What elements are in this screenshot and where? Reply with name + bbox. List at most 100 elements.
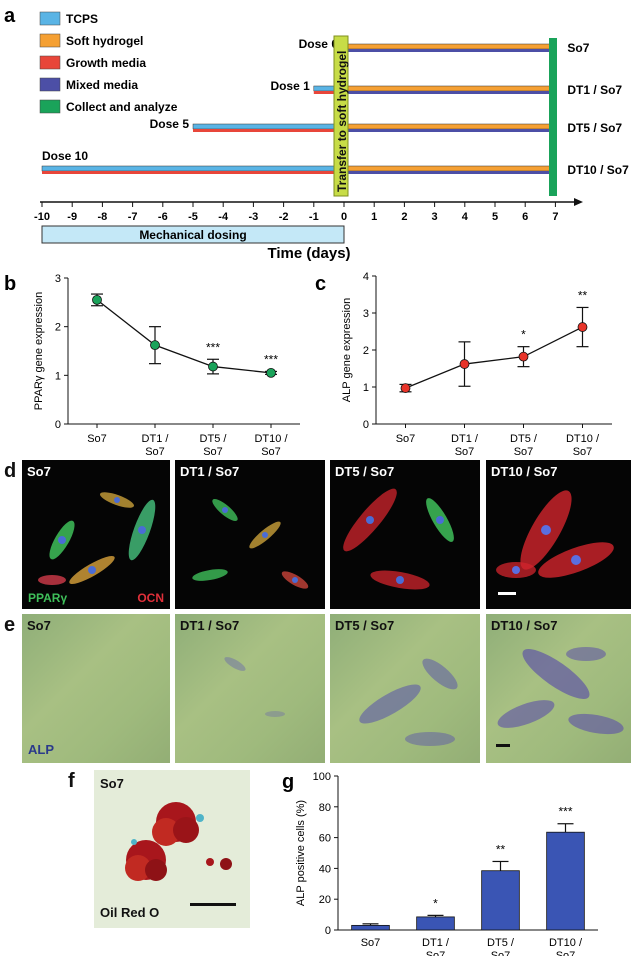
tick-label: 7 [552, 211, 558, 223]
y-tick-label: 60 [319, 833, 331, 845]
x-tick-label: So7 [426, 950, 446, 956]
image-label: DT10 / So7 [491, 618, 558, 633]
cell-stain-graphic [38, 492, 156, 585]
brightfield-image-so7: So7 ALP [22, 614, 170, 763]
tick-label: -10 [34, 211, 50, 223]
panel-letter-a: a [4, 5, 16, 27]
dose-label: Dose 10 [42, 149, 88, 163]
time-axis-ticks: -10 -9 -8 -7 -6 -5 -4 -3 -2 -1 0 1 2 3 4 5 6 7 [34, 202, 558, 223]
y-tick-label: 3 [55, 273, 61, 285]
growth-media-bar [313, 91, 344, 94]
legend-swatch [39, 55, 61, 70]
x-tick-label: So7 [491, 950, 511, 956]
tick-label: 6 [522, 211, 528, 223]
series-line [96, 299, 272, 374]
tick-label: -5 [188, 211, 198, 223]
x-tick-label: DT10 / [254, 433, 288, 445]
scale-bar [496, 744, 510, 747]
growth-media-bar [42, 171, 344, 174]
tcps-bar [192, 123, 345, 130]
soft-hydrogel-bar [343, 85, 556, 92]
brightfield-image-dt1: DT1 / So7 [175, 614, 325, 763]
tick-label: 4 [462, 211, 469, 223]
significance-marker: ** [578, 288, 588, 302]
collect-marker [549, 38, 557, 196]
x-tick-label: So7 [145, 446, 165, 456]
timeline-legend: TCPS Soft hydrogel Growth media Mixed media… [39, 11, 178, 114]
stain-label-pparg: PPARγ [28, 591, 68, 605]
tick-label: 0 [341, 211, 347, 223]
fluorescence-image-so7: So7 PPARγ OCN [22, 460, 170, 609]
y-axis-label: ALP gene expression [341, 298, 353, 402]
data-point [208, 361, 218, 372]
y-tick-label: 40 [319, 863, 331, 875]
y-axis-label: PPARγ gene expression [33, 292, 45, 410]
tick-label: -7 [128, 211, 138, 223]
data-point [400, 383, 411, 394]
scale-bar [190, 903, 236, 906]
significance-marker: *** [206, 340, 220, 354]
data-point [266, 368, 276, 378]
legend-label: Soft hydrogel [66, 34, 143, 48]
y-tick-label: 3 [363, 308, 369, 320]
image-label: So7 [27, 464, 51, 479]
y-tick-label: 1 [55, 370, 61, 382]
x-tick-label: DT10 / [549, 937, 583, 949]
tick-label: 5 [492, 211, 498, 223]
bar [546, 831, 585, 931]
data-point [459, 359, 470, 369]
bar [351, 924, 390, 931]
x-tick-label: So7 [261, 446, 281, 456]
stain-label-alp: ALP [28, 742, 54, 757]
mixed-media-bar [344, 91, 556, 94]
soft-hydrogel-bar [343, 123, 556, 130]
tcps-bar [41, 165, 345, 172]
image-label: DT5 / So7 [335, 618, 395, 633]
alp-positive-cells-chart: g 0 20 40 60 80 100 ALP positive cells (%) So7 *… [282, 771, 598, 956]
group-label: DT1 / So7 [567, 83, 622, 97]
x-tick-label: DT5 / [487, 937, 515, 949]
image-label: So7 [27, 618, 51, 633]
legend-swatch [39, 99, 61, 114]
y-tick-label: 2 [363, 345, 369, 357]
x-tick-label: So7 [87, 433, 107, 445]
y-axis-label: ALP positive cells (%) [295, 800, 307, 906]
image-label: DT1 / So7 [180, 464, 240, 479]
mechanical-dosing-label: Mechanical dosing [139, 228, 246, 242]
y-tick-label: 80 [319, 802, 331, 814]
bar [481, 870, 520, 931]
cell-stain-graphic [192, 499, 309, 589]
significance-marker: *** [264, 352, 278, 366]
tick-label: 2 [401, 211, 407, 223]
tick-label: -8 [98, 211, 108, 223]
x-tick-label: So7 [361, 937, 381, 949]
series-line [405, 326, 583, 389]
data-point [518, 351, 529, 362]
legend-label: Mixed media [66, 78, 138, 92]
legend-swatch [39, 11, 61, 26]
panel-letter-b: b [4, 273, 16, 295]
group-label: So7 [567, 41, 589, 55]
group-label: DT10 / So7 [567, 163, 629, 177]
panel-letter-e: e [4, 614, 16, 636]
brightfield-image-dt10: DT10 / So7 [486, 614, 631, 763]
dose-label: Dose 5 [150, 117, 190, 131]
x-tick-label: So7 [573, 446, 593, 456]
image-label: DT5 / So7 [335, 464, 395, 479]
image-label: DT10 / So7 [491, 464, 558, 479]
y-tick-label: 0 [325, 925, 331, 937]
mixed-media-bar [344, 171, 556, 174]
soft-hydrogel-bar [343, 165, 556, 172]
data-point [577, 322, 588, 332]
panel-letter-c: c [315, 273, 326, 295]
tick-label: -1 [309, 211, 319, 223]
x-tick-label: DT1 / [451, 433, 479, 445]
mixed-media-bar [344, 49, 556, 52]
x-tick-label: So7 [203, 446, 223, 456]
y-tick-label: 1 [363, 382, 369, 394]
growth-media-bar [193, 129, 344, 132]
dose-label: Dose 1 [270, 79, 310, 93]
stain-label-oil-red-o: Oil Red O [100, 905, 160, 920]
